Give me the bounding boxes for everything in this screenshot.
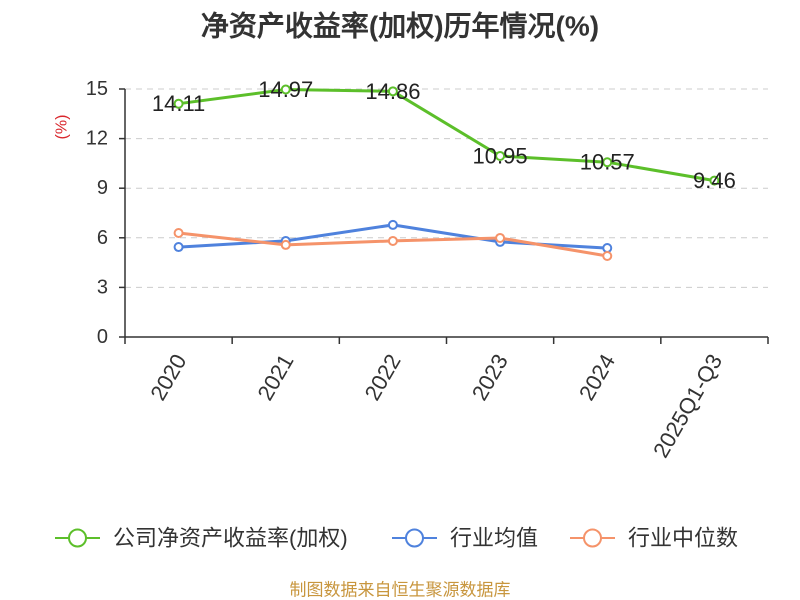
y-tick-label: 3 — [97, 276, 108, 298]
source-note: 制图数据来自恒生聚源数据库 — [290, 581, 511, 600]
data-point — [602, 157, 613, 168]
data-point — [602, 243, 613, 254]
data-point — [602, 250, 613, 261]
y-tick-label: 6 — [97, 227, 108, 249]
y-axis-label: (%) — [54, 115, 71, 140]
data-label: 14.97 — [258, 77, 313, 102]
data-point — [495, 150, 506, 161]
data-label: 14.86 — [365, 79, 420, 104]
x-tick-label: 2023 — [467, 350, 513, 405]
series-2 — [173, 228, 613, 261]
y-tick-label: 15 — [86, 78, 108, 100]
chart-title: 净资产收益率(加权)历年情况(%) — [201, 10, 599, 42]
data-point — [495, 232, 506, 243]
data-point — [387, 86, 398, 97]
y-tick-label: 9 — [97, 177, 108, 199]
legend-item-0[interactable]: 公司净资产收益率(加权) — [55, 526, 348, 551]
x-tick-label: 2021 — [252, 350, 298, 405]
data-point — [709, 175, 720, 186]
data-label: 9.46 — [693, 168, 736, 193]
x-tick-label: 2022 — [360, 350, 406, 405]
legend: 公司净资产收益率(加权) 行业均值 行业中位数 — [55, 526, 738, 551]
x-tick-label: 2024 — [574, 350, 620, 405]
plot-series: 14.11 14.97 14.86 10.95 10.57 9.46 — [152, 77, 736, 261]
legend-marker — [583, 528, 602, 548]
data-label: 10.57 — [580, 150, 635, 175]
data-point — [280, 239, 291, 250]
data-point — [387, 219, 398, 230]
legend-item-2[interactable]: 行业中位数 — [570, 526, 738, 551]
data-point — [280, 84, 291, 95]
data-point — [173, 98, 184, 109]
data-label: 10.95 — [473, 143, 528, 168]
x-tick-label: 2025Q1-Q3 — [648, 350, 727, 462]
series-0: 14.11 14.97 14.86 10.95 10.57 9.46 — [152, 77, 736, 193]
data-point — [173, 242, 184, 253]
x-tick-label: 2020 — [145, 350, 191, 405]
legend-label: 行业均值 — [450, 526, 538, 551]
grid-lines — [125, 88, 768, 288]
legend-marker — [68, 528, 87, 548]
y-tick-label: 0 — [97, 326, 108, 348]
legend-marker — [405, 528, 424, 548]
legend-label: 行业中位数 — [628, 526, 738, 551]
data-point — [387, 235, 398, 246]
legend-item-1[interactable]: 行业均值 — [392, 526, 538, 551]
data-label: 14.11 — [152, 91, 205, 116]
series-line — [177, 88, 716, 183]
data-point — [173, 228, 184, 239]
legend-label: 公司净资产收益率(加权) — [113, 526, 348, 551]
y-tick-label: 12 — [86, 128, 108, 150]
axes: 0 3 6 9 12 15 2020 2021 2022 2023 2024 2025Q1-Q3 — [86, 78, 769, 462]
